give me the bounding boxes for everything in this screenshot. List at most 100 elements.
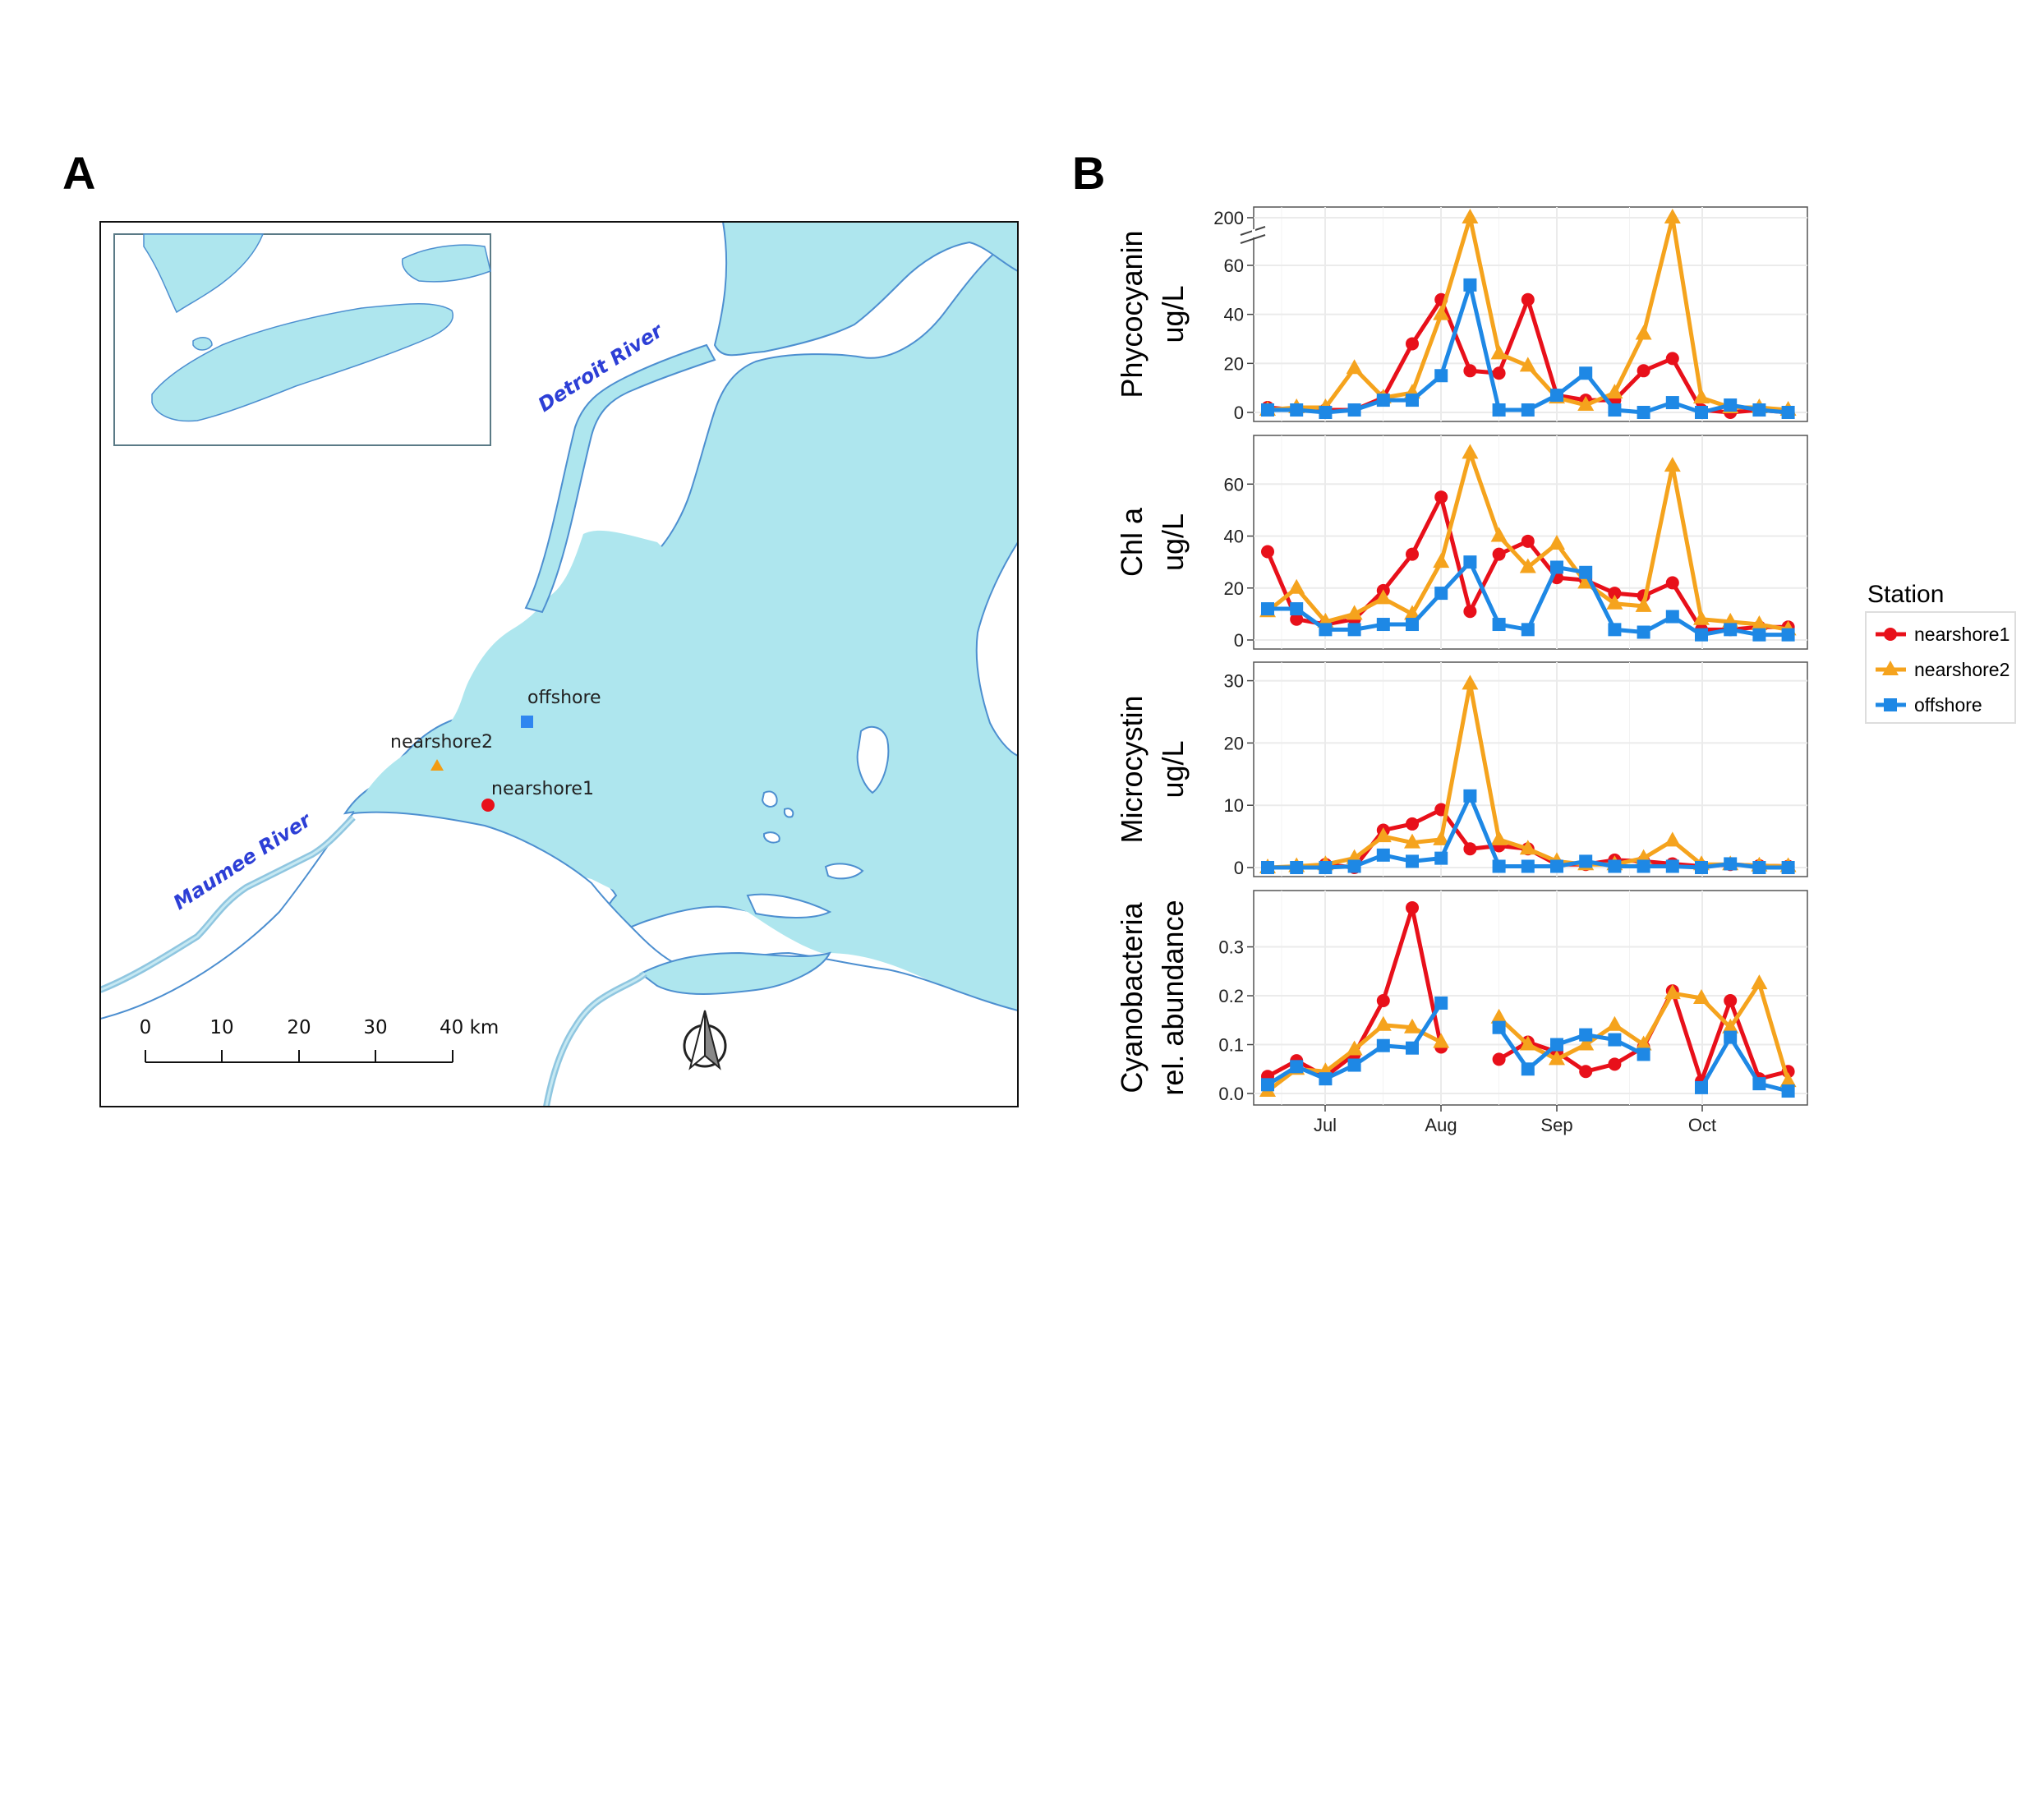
y-tick-label: 0 — [1234, 858, 1244, 878]
offshore-point — [1637, 1047, 1650, 1061]
y-tick-label: 0.3 — [1218, 937, 1244, 958]
nearshore1-point — [1463, 842, 1477, 856]
nearshore1-point — [1521, 534, 1535, 548]
nearshore1-point — [1463, 364, 1477, 378]
offshore-point — [1463, 555, 1477, 569]
offshore-point — [1550, 1038, 1563, 1052]
sandusky-bay — [639, 951, 831, 995]
offshore-point — [1752, 861, 1766, 874]
offshore-point — [1781, 628, 1795, 642]
lake-st-clair — [713, 222, 1018, 357]
nearshore2-point — [1577, 396, 1595, 412]
island-small-1 — [763, 831, 780, 844]
island-kelleys — [824, 863, 864, 880]
panel-b-letter: B — [1072, 147, 1105, 199]
nearshore1-station-marker — [481, 799, 495, 812]
nearshore2-point — [1635, 1035, 1652, 1051]
offshore-point — [1781, 861, 1795, 874]
offshore-point — [1550, 859, 1563, 873]
nearshore2-point — [1490, 527, 1508, 542]
offshore-point — [1319, 861, 1333, 874]
offshore-point — [1434, 996, 1448, 1010]
y-tick-label: 60 — [1224, 474, 1244, 495]
nearshore2-point — [1577, 1035, 1595, 1051]
nearshore1-point — [1579, 1065, 1593, 1079]
land-east — [975, 541, 1018, 757]
y-axis-title-line1: Cyanobacteria — [1115, 901, 1149, 1093]
legend-label-offshore: offshore — [1914, 694, 1982, 716]
y-tick-label: 200 — [1213, 208, 1244, 228]
y-axis-title-line1: Microcystin — [1115, 695, 1149, 843]
offshore-point — [1724, 857, 1738, 871]
map-panel: offshore nearshore2 nearshore1 Detroit R… — [99, 221, 1019, 1107]
offshore-point — [1695, 406, 1708, 419]
offshore-station-label: offshore — [527, 688, 601, 708]
nearshore2-point — [1404, 605, 1420, 620]
offshore-point — [1579, 854, 1593, 868]
nearshore1-point — [1665, 576, 1679, 590]
x-tick-label: Oct — [1688, 1115, 1716, 1135]
offshore-point — [1406, 618, 1419, 632]
offshore-point — [1406, 1041, 1419, 1055]
y-axis-title-line2: rel. abundance — [1156, 900, 1190, 1095]
inset-lake-erie — [151, 302, 453, 422]
offshore-point — [1319, 406, 1333, 419]
offshore-point — [1376, 394, 1390, 407]
legend-marker-offshore — [1884, 698, 1897, 711]
offshore-point — [1752, 628, 1766, 642]
offshore-point — [1781, 406, 1795, 419]
nearshore2-point — [1549, 1050, 1565, 1066]
offshore-point — [1724, 1030, 1738, 1044]
y-tick-label: 0 — [1234, 630, 1244, 651]
offshore-point — [1492, 859, 1506, 873]
nearshore2-point — [1490, 344, 1508, 360]
offshore-point — [1290, 602, 1304, 616]
scale-tick-0: 0 — [140, 1017, 152, 1038]
offshore-point — [1319, 623, 1333, 637]
nearshore2-point — [1288, 578, 1305, 594]
offshore-point — [1608, 623, 1622, 637]
x-tick-label: Aug — [1425, 1115, 1457, 1135]
y-tick-label: 30 — [1224, 671, 1244, 692]
nearshore1-point — [1608, 1057, 1622, 1071]
nearshore2-station-marker — [430, 759, 444, 771]
nearshore2-point — [1374, 589, 1392, 605]
offshore-point — [1695, 1080, 1708, 1094]
y-tick-label: 40 — [1224, 527, 1244, 547]
chart-1: 0 20 40 60 Chl a ug/L — [1115, 435, 1808, 651]
nearshore1-point — [1492, 366, 1506, 380]
nearshore2-point — [1346, 1040, 1363, 1056]
nearshore2-point — [1751, 974, 1768, 990]
nearshore2-point — [1519, 558, 1536, 573]
nearshore2-point — [1433, 305, 1450, 320]
offshore-point — [1347, 403, 1361, 417]
offshore-point — [1406, 394, 1419, 407]
nearshore1-point — [1637, 364, 1650, 378]
scale-bar: 0 10 20 30 40 km — [140, 1017, 499, 1063]
offshore-point — [1637, 406, 1650, 419]
island-small-2 — [783, 808, 794, 818]
scale-tick-10: 10 — [209, 1017, 233, 1038]
offshore-point — [1290, 861, 1304, 874]
nearshore2-point — [1404, 1018, 1420, 1034]
y-tick-label: 20 — [1224, 578, 1244, 599]
axis-break-mark — [1240, 234, 1266, 244]
scale-tick-40: 40 km — [440, 1017, 499, 1038]
nearshore2-point — [1490, 830, 1508, 845]
offshore-point — [1665, 859, 1679, 873]
offshore-point — [1637, 859, 1650, 873]
inset-lake-huron — [143, 233, 265, 314]
offshore-point — [1752, 1077, 1766, 1091]
marblehead-peninsula — [746, 893, 832, 918]
y-axis-title-line2: ug/L — [1156, 285, 1190, 343]
offshore-point — [1463, 278, 1477, 292]
legend-marker-nearshore1 — [1884, 628, 1897, 641]
legend-label-nearshore2: nearshore2 — [1914, 659, 2009, 680]
inset-lake-st-clair — [192, 337, 213, 351]
nearshore2-point — [1374, 1015, 1392, 1031]
offshore-point — [1261, 403, 1274, 417]
chart-2: 0 10 20 30 Microcystin ug/L — [1115, 661, 1808, 878]
nearshore2-point — [1374, 827, 1392, 843]
offshore-point — [1579, 1028, 1593, 1042]
nearshore2-point — [1462, 674, 1479, 690]
